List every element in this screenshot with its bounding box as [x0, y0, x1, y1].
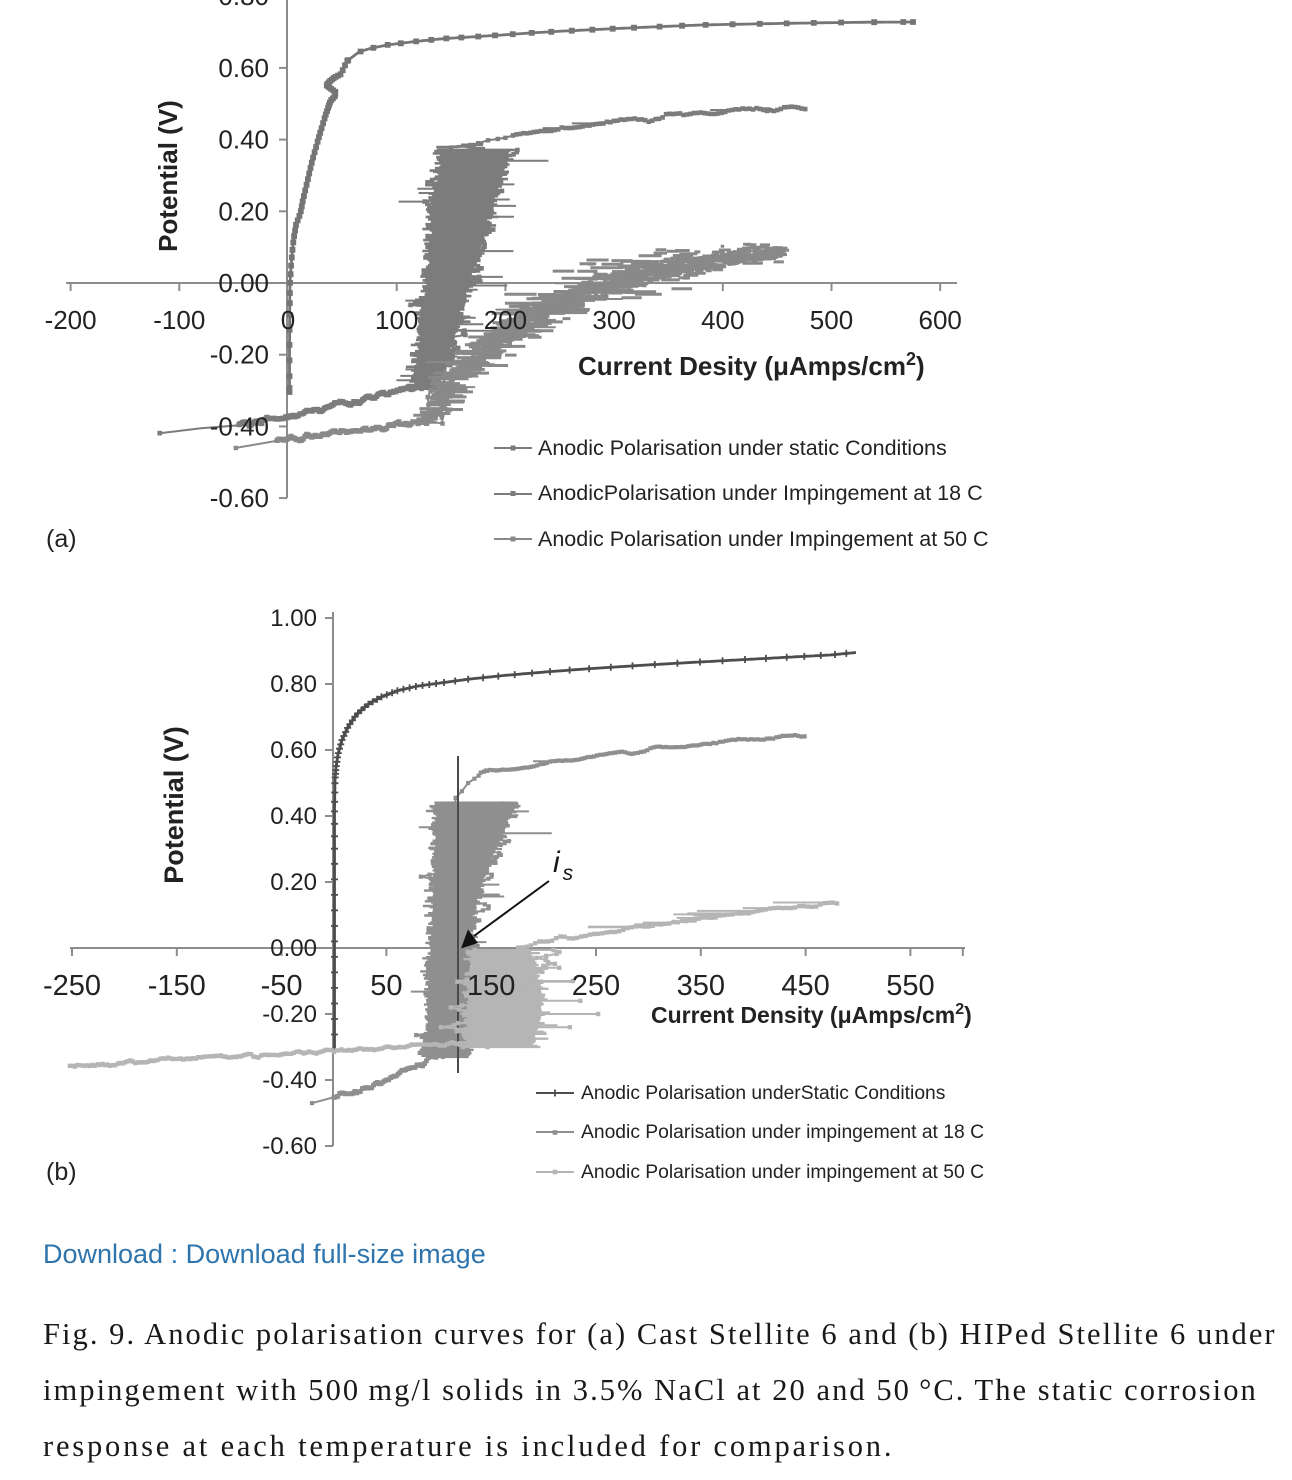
- svg-text:600: 600: [919, 305, 962, 335]
- svg-text:0.00: 0.00: [218, 268, 269, 298]
- svg-text:500: 500: [810, 305, 853, 335]
- svg-text:50: 50: [370, 970, 402, 1002]
- svg-text:0: 0: [281, 305, 295, 335]
- svg-text:(a): (a): [46, 525, 77, 553]
- svg-text:-200: -200: [45, 305, 97, 335]
- svg-text:300: 300: [592, 305, 635, 335]
- svg-text:Anodic Polarisation under impi: Anodic Polarisation under impingement at…: [581, 1122, 984, 1143]
- svg-text:Current Desity (μAmps/cm2): Current Desity (μAmps/cm2): [578, 349, 925, 381]
- svg-text:Potential (V): Potential (V): [153, 100, 183, 252]
- svg-text:1.00: 1.00: [270, 605, 317, 632]
- svg-text:250: 250: [572, 970, 620, 1002]
- svg-text:-0.40: -0.40: [262, 1067, 317, 1094]
- svg-text:-100: -100: [153, 305, 205, 335]
- svg-text:450: 450: [781, 970, 829, 1002]
- svg-text:AnodicPolarisation under Impin: AnodicPolarisation under Impingement at …: [538, 481, 983, 505]
- svg-text:Anodic Polarisation underStati: Anodic Polarisation underStatic Conditio…: [581, 1083, 945, 1104]
- svg-text:Anodic Polarisation under stat: Anodic Polarisation under static Conditi…: [538, 436, 947, 460]
- svg-text:350: 350: [677, 970, 725, 1002]
- svg-text:150: 150: [467, 970, 515, 1002]
- svg-text:0.00: 0.00: [270, 935, 317, 962]
- svg-text:-250: -250: [43, 970, 101, 1002]
- svg-text:0.80: 0.80: [218, 0, 269, 11]
- svg-text:(b): (b): [46, 1158, 77, 1186]
- svg-text:0.80: 0.80: [270, 671, 317, 698]
- svg-text:-0.60: -0.60: [210, 483, 269, 513]
- svg-text:400: 400: [701, 305, 744, 335]
- svg-text:-0.40: -0.40: [210, 411, 269, 441]
- svg-text:0.60: 0.60: [270, 737, 317, 764]
- svg-text:-0.60: -0.60: [262, 1133, 317, 1160]
- svg-text:100: 100: [375, 305, 418, 335]
- svg-text:is: is: [553, 846, 574, 885]
- svg-text:-0.20: -0.20: [210, 340, 269, 370]
- svg-text:0.40: 0.40: [218, 125, 269, 155]
- svg-text:0.40: 0.40: [270, 803, 317, 830]
- svg-text:-150: -150: [148, 970, 206, 1002]
- svg-text:0.20: 0.20: [218, 196, 269, 226]
- svg-text:200: 200: [484, 305, 527, 335]
- svg-text:Anodic Polarisation under impi: Anodic Polarisation under impingement at…: [581, 1162, 984, 1183]
- svg-text:0.60: 0.60: [218, 53, 269, 83]
- svg-text:-50: -50: [261, 970, 303, 1002]
- svg-text:0.20: 0.20: [270, 869, 317, 896]
- svg-text:Potential (V): Potential (V): [159, 726, 189, 884]
- svg-text:550: 550: [886, 970, 934, 1002]
- svg-text:Anodic Polarisation under Impi: Anodic Polarisation under Impingement at…: [538, 527, 989, 551]
- svg-text:Current Density (μAmps/cm2): Current Density (μAmps/cm2): [651, 1001, 972, 1028]
- svg-text:-0.20: -0.20: [262, 1001, 317, 1028]
